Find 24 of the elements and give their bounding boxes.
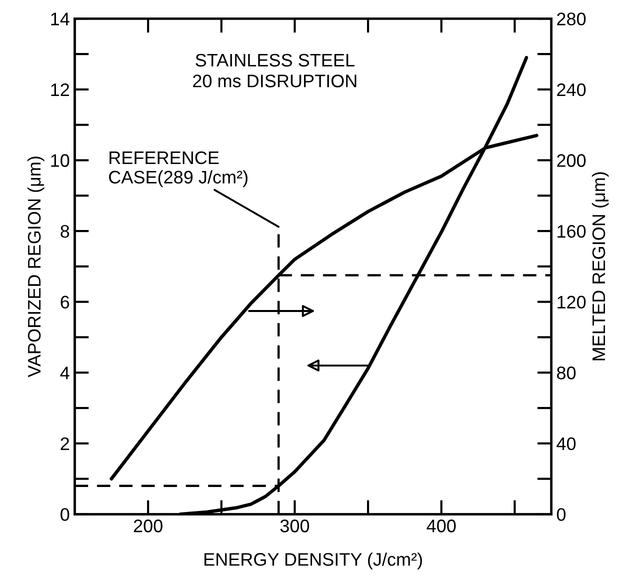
y-tick-label: 14 — [51, 12, 70, 26]
y-tick-label: 2 — [60, 437, 69, 450]
y2-tick-label: 280 — [557, 12, 586, 26]
x-tick-label: 400 — [426, 520, 456, 532]
y-tick-label: 10 — [51, 154, 70, 167]
y-tick-label: 0 — [60, 508, 70, 521]
y2-tick-label: 80 — [557, 366, 576, 380]
y-axis-title: VAPORIZED REGION (μm) — [27, 156, 44, 378]
y-tick-label: 4 — [60, 366, 70, 380]
x-tick-label: 200 — [134, 520, 162, 532]
y-tick-label: 12 — [51, 83, 69, 96]
y-tick-label: 8 — [60, 224, 70, 238]
x-tick-label: 300 — [280, 520, 310, 532]
y2-tick-label: 160 — [558, 224, 586, 238]
y2-tick-label: 40 — [556, 437, 576, 450]
ref-line-label: REFERENCE CASE(289 J/cm²) — [109, 151, 248, 188]
y-tick-label: 6 — [60, 296, 70, 309]
y2-tick-label: 0 — [556, 508, 566, 521]
y2-tick-label: 120 — [558, 296, 586, 309]
y2-axis-title: MELTED REGION (μm) — [592, 172, 609, 360]
x-axis-title: ENERGY DENSITY (J/cm²) — [204, 552, 422, 570]
y2-tick-label: 200 — [557, 154, 586, 167]
y2-tick-label: 240 — [557, 83, 586, 96]
annotation: STAINLESS STEEL 20 ms DISRUPTION — [193, 54, 356, 88]
